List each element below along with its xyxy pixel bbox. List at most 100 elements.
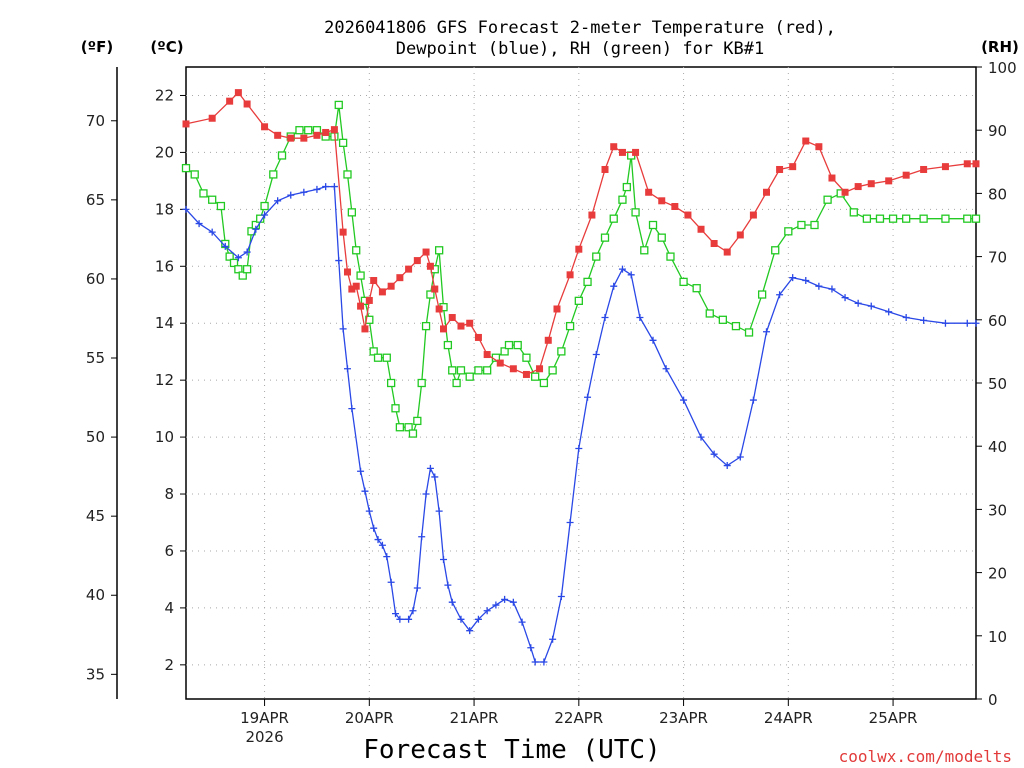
rh-point bbox=[919, 214, 928, 223]
celsius-tick-label: 18 bbox=[155, 200, 174, 218]
dewpoint-point bbox=[396, 615, 404, 623]
rh-point bbox=[347, 208, 357, 217]
dewpoint-point bbox=[802, 277, 810, 285]
2-meter-temperature-point bbox=[348, 285, 356, 293]
rh-point bbox=[408, 429, 418, 438]
fahrenheit-tick-label: 35 bbox=[86, 665, 105, 683]
fahrenheit-tick-label: 60 bbox=[86, 270, 105, 288]
celsius-tick-label: 20 bbox=[155, 143, 174, 161]
dewpoint-point bbox=[636, 314, 644, 322]
rh-point bbox=[483, 366, 492, 375]
celsius-unit-label: (ºC) bbox=[150, 38, 183, 56]
celsius-tick-label: 14 bbox=[155, 314, 174, 332]
rh-point bbox=[539, 378, 549, 388]
dewpoint-point bbox=[867, 302, 875, 310]
dewpoint-point bbox=[365, 507, 373, 515]
2-meter-temperature-point bbox=[208, 114, 216, 122]
dewpoint-point bbox=[422, 490, 430, 498]
celsius-tick-label: 4 bbox=[164, 599, 174, 617]
axis-ticks: 2 4 6 8 10 12 14 16 18 20 22 35 40 45 50 55 60 65 70 0 10 20 3… bbox=[86, 59, 1017, 746]
dewpoint-point bbox=[435, 507, 443, 515]
dewpoint-point bbox=[592, 351, 600, 359]
2-meter-temperature-point bbox=[422, 248, 430, 256]
rh-point bbox=[395, 423, 405, 432]
rh-unit-label: (RH) bbox=[981, 38, 1019, 56]
dewpoint-point bbox=[509, 598, 517, 606]
2-meter-temperature-point bbox=[396, 274, 404, 282]
2-meter-temperature-point bbox=[544, 336, 552, 344]
rh-point bbox=[260, 201, 269, 211]
dewpoint-series-line bbox=[185, 185, 976, 663]
x-tick-label: 21APR bbox=[450, 709, 499, 727]
rh-point bbox=[504, 340, 514, 350]
rh-tick-label: 60 bbox=[988, 312, 1007, 330]
celsius-tick-label: 8 bbox=[164, 485, 174, 503]
2-meter-temperature-point bbox=[378, 288, 386, 296]
x-tick-label: 25APR bbox=[869, 709, 918, 727]
dewpoint-point bbox=[492, 601, 500, 609]
dewpoint-point bbox=[789, 274, 797, 282]
dewpoint-point bbox=[330, 183, 338, 191]
2-meter-temperature-point bbox=[440, 325, 448, 333]
dewpoint-point bbox=[762, 328, 770, 336]
rh-point bbox=[391, 404, 400, 413]
fahrenheit-tick-label: 40 bbox=[86, 586, 105, 604]
dewpoint-point bbox=[601, 314, 609, 322]
2-meter-temperature-point bbox=[182, 120, 190, 128]
2-meter-temperature-point bbox=[802, 137, 810, 145]
dewpoint-point bbox=[618, 265, 626, 273]
2-meter-temperature-point bbox=[313, 131, 321, 139]
2-meter-temperature-point bbox=[300, 134, 308, 142]
rh-point bbox=[456, 366, 466, 375]
dewpoint-point bbox=[501, 595, 509, 603]
rh-point bbox=[875, 214, 885, 223]
rh-point bbox=[583, 277, 592, 287]
dewpoint-point bbox=[252, 225, 260, 233]
x-tick-label: 24APR bbox=[764, 709, 813, 727]
rh-point bbox=[757, 290, 767, 299]
dewpoint-point bbox=[557, 593, 565, 601]
rh-point bbox=[600, 233, 610, 242]
rh-point bbox=[356, 271, 365, 280]
dewpoint-point bbox=[343, 365, 351, 373]
2-meter-temperature-point bbox=[496, 359, 504, 367]
rh-point bbox=[413, 416, 422, 426]
rh-tick-label: 80 bbox=[988, 185, 1007, 203]
2-meter-temperature-point bbox=[405, 265, 413, 273]
2-meter-temperature-point bbox=[815, 143, 823, 151]
fahrenheit-tick-label: 50 bbox=[86, 428, 105, 446]
rh-tick-label: 40 bbox=[988, 438, 1007, 456]
fahrenheit-tick-label: 45 bbox=[86, 507, 105, 525]
2-meter-temperature-point bbox=[343, 268, 351, 276]
2-meter-temperature-point bbox=[457, 322, 465, 330]
dewpoint-point bbox=[776, 291, 784, 299]
rh-point bbox=[941, 214, 950, 223]
2-meter-temperature-point bbox=[841, 188, 849, 196]
rh-point bbox=[269, 170, 278, 179]
x-tick-label: 23APR bbox=[659, 709, 708, 727]
2-meter-temperature-point bbox=[601, 165, 609, 173]
2-meter-temperature-point bbox=[435, 305, 443, 313]
rh-point bbox=[421, 321, 431, 331]
dewpoint-point bbox=[885, 308, 893, 316]
dewpoint-point bbox=[963, 319, 971, 327]
rh-point bbox=[181, 163, 191, 173]
dewpoint-point bbox=[348, 405, 356, 413]
rh-point bbox=[592, 252, 601, 261]
rh-point bbox=[417, 378, 426, 388]
dewpoint-point bbox=[392, 610, 400, 618]
2-meter-temperature-point bbox=[723, 248, 731, 256]
x-tick-label: 22APR bbox=[554, 709, 603, 727]
dewpoint-point bbox=[208, 228, 216, 236]
dewpoint-point bbox=[527, 644, 535, 652]
dewpoint-point bbox=[649, 336, 657, 344]
dewpoint-point bbox=[972, 319, 980, 327]
dewpoint-point bbox=[431, 473, 439, 481]
rh-point bbox=[888, 214, 898, 223]
dewpoint-point bbox=[195, 220, 203, 228]
2-meter-temperature-series-line bbox=[185, 91, 976, 376]
rh-point bbox=[426, 290, 435, 299]
fahrenheit-tick-label: 70 bbox=[86, 112, 105, 130]
rh-point bbox=[190, 170, 199, 179]
dewpoint-point bbox=[448, 598, 456, 606]
